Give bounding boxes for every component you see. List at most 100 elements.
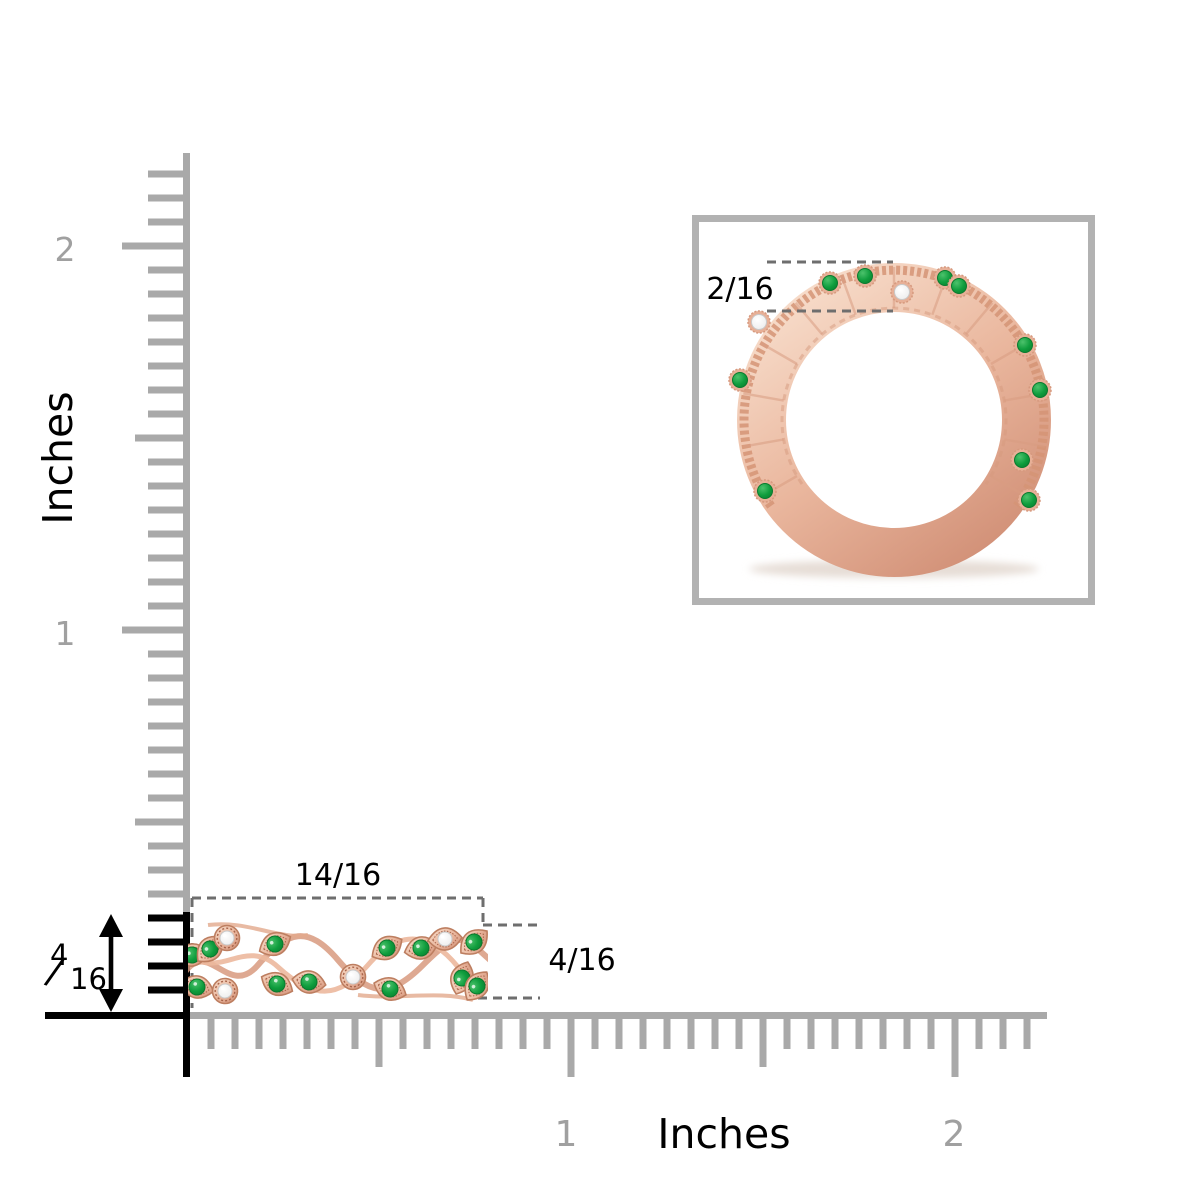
ruler-tick: [375, 1012, 383, 1067]
ruler-tick: [471, 1012, 479, 1049]
ruler-tick: [148, 530, 190, 538]
ruler-tick: [148, 842, 190, 850]
leaf-emerald: [254, 926, 296, 962]
ruler-tick: [148, 866, 190, 874]
ruler-tick: [711, 1012, 719, 1049]
leaf-diamond: [339, 963, 367, 991]
ruler-tick: [148, 218, 190, 226]
ruler-tick: [351, 1012, 359, 1049]
leaf-diamond: [426, 925, 464, 953]
vertical-ruler-label-2: 2: [54, 230, 76, 269]
ruler-tick: [1023, 1012, 1031, 1049]
emerald-gem: [468, 977, 486, 995]
gem-highlight: [440, 934, 445, 939]
leaf-gem-layer: [188, 921, 488, 1008]
ruler-tick: [303, 1012, 311, 1049]
gem-highlight: [220, 986, 225, 991]
height-fraction-label: 4 / 16: [42, 938, 110, 996]
ruler-tick: [148, 386, 190, 394]
ruler-tick: [148, 746, 190, 754]
milgrain-ring: [216, 927, 238, 949]
ring-profile-view: [728, 260, 1052, 578]
diamond-gem: [751, 314, 767, 330]
emerald-gem: [1021, 492, 1037, 508]
band-segment-line: [840, 275, 857, 316]
emerald-gem: [188, 978, 206, 996]
ruler-tick: [148, 674, 190, 682]
ruler-tick: [122, 242, 190, 250]
leaf-emerald: [365, 929, 409, 967]
fraction-numerator: 4: [50, 938, 69, 972]
ruler-tick: [148, 410, 190, 418]
profile-decorations: [728, 264, 1052, 512]
ruler-tick: [831, 1012, 839, 1049]
ruler-tick: [148, 698, 190, 706]
ruler-tick: [759, 1012, 767, 1067]
ruler-tick: [423, 1012, 431, 1049]
width-measurement-label: 14/16: [294, 858, 382, 893]
band-segment-line: [794, 301, 823, 336]
fraction-denominator: 16: [70, 962, 107, 996]
ruler-tick: [148, 914, 190, 922]
ruler-tick: [591, 1012, 599, 1049]
ruler-tick: [148, 194, 190, 202]
ruler-tick: [543, 1012, 551, 1049]
ruler-tick: [207, 1012, 215, 1049]
ring-band-annulus: [737, 263, 1051, 577]
ruler-tick: [279, 1012, 287, 1049]
ruler-tick: [327, 1012, 335, 1049]
leaf-emerald: [453, 921, 488, 963]
leaf-emerald: [189, 928, 231, 970]
milgrain-ring: [342, 966, 364, 988]
emerald-gem: [1032, 382, 1048, 398]
ruler-tick: [148, 170, 190, 178]
vertical-ruler-line-emphasis: [183, 912, 190, 1077]
ruler-tick: [519, 1012, 527, 1049]
ruler-tick: [903, 1012, 911, 1049]
gem-highlight: [305, 977, 309, 981]
ruler-tick: [148, 722, 190, 730]
leaf-emerald: [256, 966, 298, 1002]
horizontal-ruler-label-1: 1: [554, 1114, 578, 1155]
ruler-tick: [783, 1012, 791, 1049]
ruler-tick: [951, 1012, 959, 1077]
emerald-gem: [381, 980, 399, 998]
emerald-gem: [732, 372, 748, 388]
leaf-diamond: [213, 924, 241, 952]
ruler-tick: [135, 818, 190, 826]
ruler-tick: [663, 1012, 671, 1049]
gem-highlight: [188, 951, 191, 956]
ruler-tick: [879, 1012, 887, 1049]
ruler-tick: [255, 1012, 263, 1049]
emerald-gem: [1014, 452, 1030, 468]
ruler-tick: [148, 578, 190, 586]
gem-highlight: [386, 983, 391, 988]
band-segment-line: [743, 438, 784, 448]
ruler-tick: [148, 962, 190, 970]
ruler-tick: [148, 290, 190, 298]
diamond-gem: [894, 284, 910, 300]
ruler-tick: [135, 434, 190, 442]
gem-highlight: [456, 977, 461, 982]
leaf-emerald: [289, 967, 329, 997]
gem-highlight: [204, 947, 209, 951]
emerald-gem: [465, 933, 483, 951]
ruler-tick: [687, 1012, 695, 1049]
thickness-dashes: [767, 260, 893, 313]
ruler-tick: [148, 554, 190, 562]
ruler-tick: [148, 986, 190, 994]
gem-highlight: [273, 978, 278, 983]
milgrain-inner-edge: [780, 306, 1008, 485]
ruler-tick: [148, 458, 190, 466]
ruler-tick: [148, 602, 190, 610]
ruler-tick: [231, 1012, 239, 1049]
thickness-measurement-label: 2/16: [706, 272, 774, 307]
emerald-gem: [266, 935, 284, 953]
ruler-tick: [122, 626, 190, 634]
height-arrow: [99, 914, 123, 1012]
emerald-gem: [822, 275, 838, 291]
ring-front-view: [188, 921, 488, 1008]
emerald-gem: [857, 268, 873, 284]
